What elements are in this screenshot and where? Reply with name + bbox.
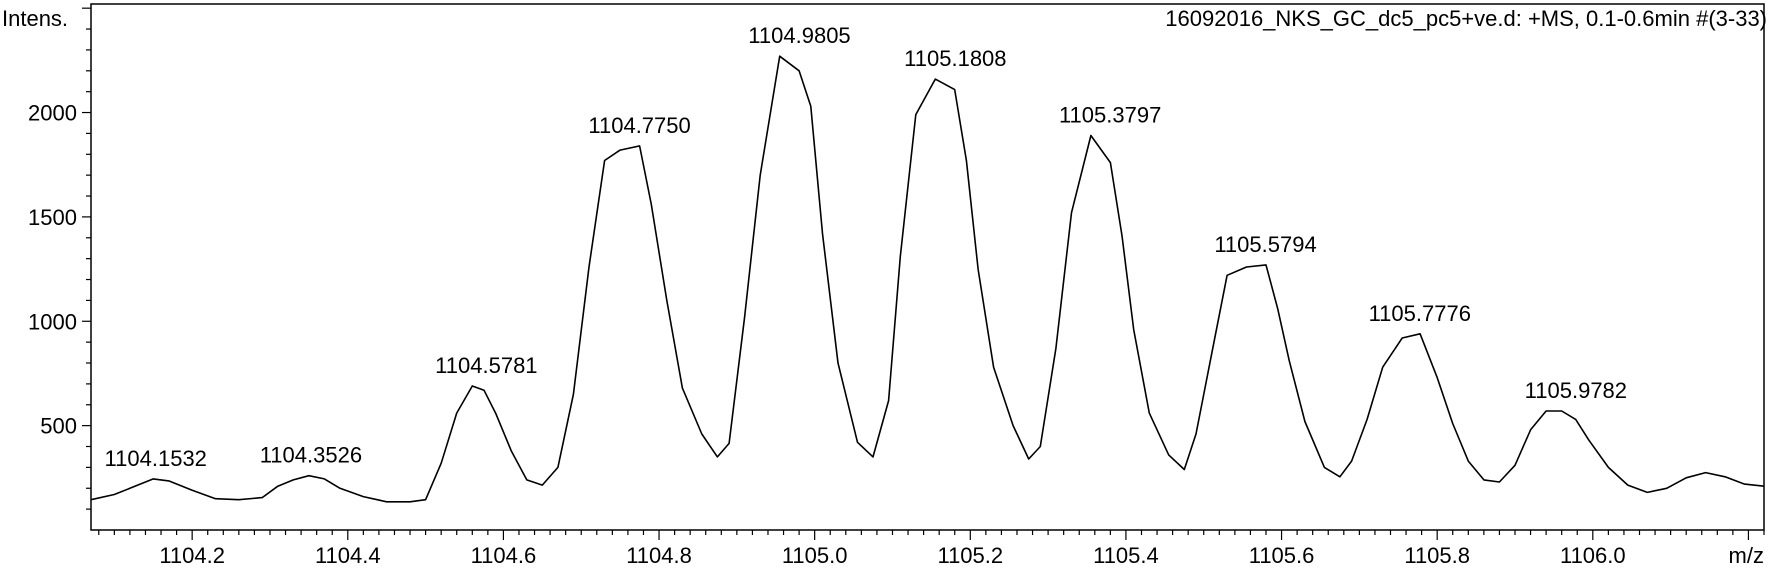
x-tick-label: 1105.6	[1249, 543, 1315, 568]
x-tick-label: 1106.0	[1560, 543, 1626, 568]
plot-frame	[90, 3, 1765, 531]
y-tick-label: 1000	[28, 309, 77, 334]
x-tick-label: 1104.4	[315, 543, 381, 568]
x-axis-label: m/z	[1729, 543, 1764, 568]
peak-label: 1105.3797	[1059, 103, 1161, 128]
peak-label: 1104.9805	[748, 23, 850, 48]
peak-label: 1105.7776	[1369, 301, 1471, 326]
chart-title: 16092016_NKS_GC_dc5_pc5+ve.d: +MS, 0.1-0…	[1165, 6, 1767, 31]
peak-label: 1105.5794	[1214, 232, 1316, 257]
peak-label: 1104.7750	[588, 113, 690, 138]
peak-label: 1104.3526	[260, 443, 362, 468]
x-tick-label: 1104.2	[159, 543, 225, 568]
y-tick-label: 1500	[28, 205, 77, 230]
x-tick-label: 1104.6	[471, 543, 537, 568]
spectrum-line	[90, 55, 1765, 503]
peak-label: 1105.1808	[904, 46, 1006, 71]
peak-label: 1105.9782	[1525, 378, 1627, 403]
y-tick-label: 500	[40, 414, 77, 439]
x-tick-label: 1105.8	[1404, 543, 1470, 568]
x-tick-label: 1105.2	[937, 543, 1003, 568]
peak-label: 1104.5781	[435, 353, 537, 378]
x-tick-label: 1105.4	[1093, 543, 1159, 568]
y-tick-label: 2000	[28, 101, 77, 126]
x-tick-label: 1105.0	[782, 543, 848, 568]
peak-labels: 1104.1532 1104.3526 1104.5781 1104.7750 1104…	[105, 23, 1627, 471]
x-axis-ticks: 1104.2 1104.4 1104.6 1104.8 1105.0 1105.2 1105…	[98, 530, 1765, 568]
y-axis-ticks: 500 1000 1500 2000	[28, 7, 91, 510]
y-axis-label: Intens.	[2, 6, 68, 31]
x-tick-label: 1104.8	[626, 543, 692, 568]
peak-label: 1104.1532	[105, 446, 207, 471]
